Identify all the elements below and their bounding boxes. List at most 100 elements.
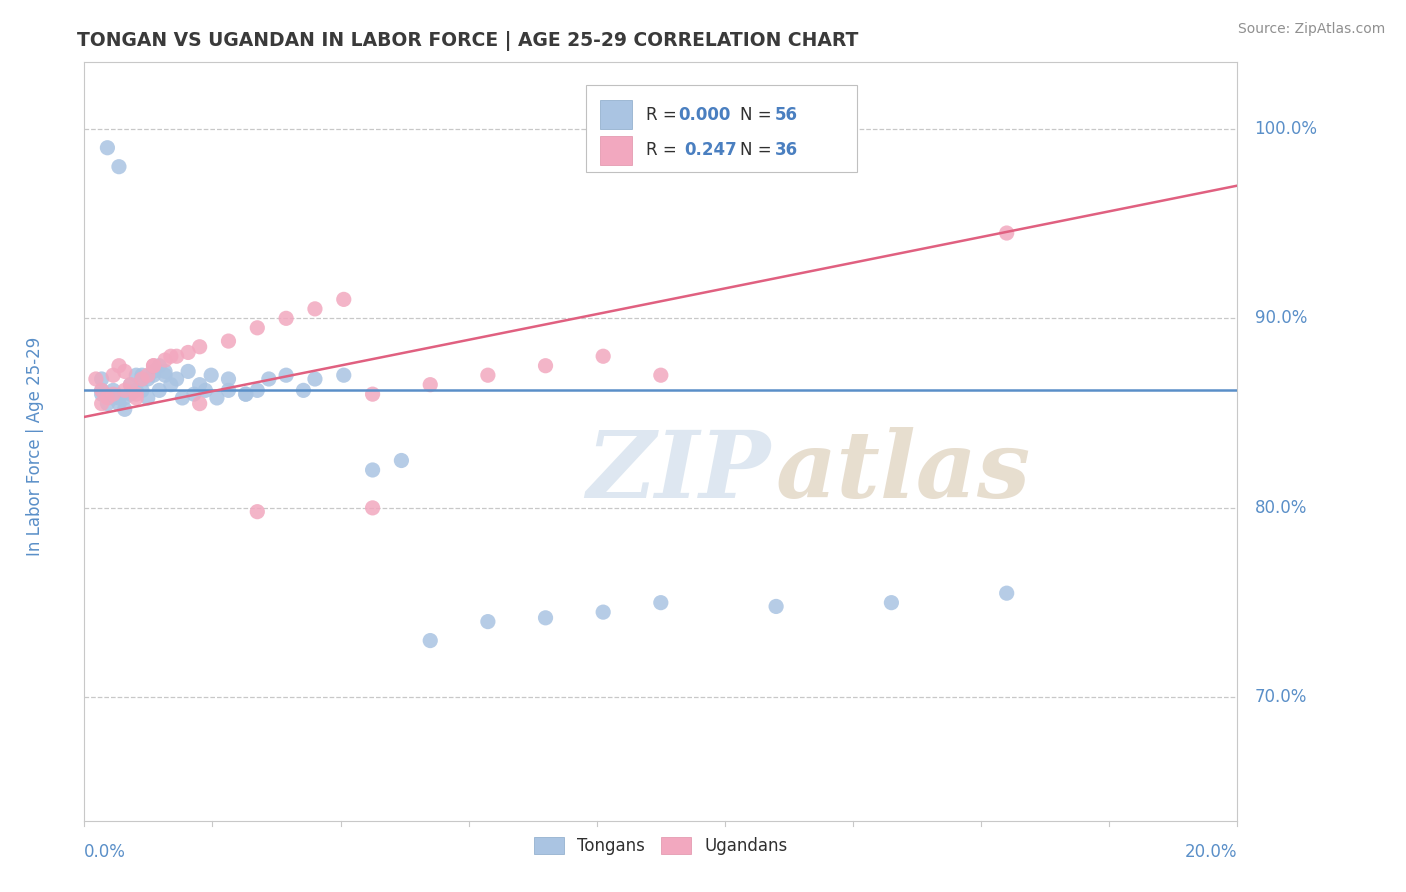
Point <box>592 605 614 619</box>
FancyBboxPatch shape <box>600 136 633 165</box>
Point <box>136 368 159 383</box>
Point <box>419 633 441 648</box>
Legend: Tongans, Ugandans: Tongans, Ugandans <box>527 830 794 862</box>
Point <box>90 372 112 386</box>
Text: TONGAN VS UGANDAN IN LABOR FORCE | AGE 25-29 CORRELATION CHART: TONGAN VS UGANDAN IN LABOR FORCE | AGE 2… <box>77 31 859 51</box>
Point <box>84 372 107 386</box>
Text: In Labor Force | Age 25-29: In Labor Force | Age 25-29 <box>27 336 44 556</box>
Point <box>131 372 153 386</box>
Text: 80.0%: 80.0% <box>1254 499 1308 516</box>
Point <box>333 293 356 307</box>
Text: Source: ZipAtlas.com: Source: ZipAtlas.com <box>1237 22 1385 37</box>
Point <box>125 384 148 398</box>
Point <box>333 368 356 383</box>
Point <box>103 387 124 401</box>
Point <box>90 397 112 411</box>
Point <box>120 377 142 392</box>
Point <box>90 387 112 401</box>
Point <box>108 359 131 373</box>
Point <box>96 391 118 405</box>
Point <box>166 349 188 363</box>
Point <box>108 391 131 405</box>
Point <box>142 359 165 373</box>
Point <box>477 615 499 629</box>
Point <box>276 368 298 383</box>
Text: R =: R = <box>645 142 688 160</box>
Point <box>205 391 228 405</box>
Text: 0.247: 0.247 <box>683 142 737 160</box>
Point <box>276 311 298 326</box>
Point <box>246 384 269 398</box>
Point <box>188 397 211 411</box>
Point <box>218 372 240 386</box>
Point <box>218 384 240 398</box>
Point <box>534 359 557 373</box>
Point <box>235 387 257 401</box>
Text: ZIP: ZIP <box>586 427 770 516</box>
Point <box>361 387 384 401</box>
FancyBboxPatch shape <box>600 101 633 129</box>
Point <box>995 226 1018 240</box>
Point <box>361 500 384 515</box>
Point <box>103 384 124 398</box>
Point <box>153 353 176 368</box>
Point <box>183 387 205 401</box>
Point <box>148 384 170 398</box>
Point <box>172 391 194 405</box>
Point <box>114 384 136 398</box>
FancyBboxPatch shape <box>586 85 856 172</box>
Point <box>292 384 315 398</box>
Point <box>136 391 159 405</box>
Point <box>246 505 269 519</box>
Point <box>148 359 170 373</box>
Point <box>361 463 384 477</box>
Point <box>125 391 148 405</box>
Point <box>880 596 903 610</box>
Point <box>200 368 222 383</box>
Point <box>218 334 240 348</box>
Point <box>142 368 165 383</box>
Point <box>114 391 136 405</box>
Text: 0.000: 0.000 <box>678 106 731 124</box>
Point <box>419 377 441 392</box>
Point <box>995 586 1018 600</box>
Point <box>142 359 165 373</box>
Point <box>131 368 153 383</box>
Point <box>246 320 269 334</box>
Point <box>114 364 136 378</box>
Point <box>131 372 153 386</box>
Point <box>650 596 672 610</box>
Point <box>142 364 165 378</box>
Point <box>153 368 176 383</box>
Point <box>90 384 112 398</box>
Point <box>125 368 148 383</box>
Point <box>103 391 124 405</box>
Text: N =: N = <box>741 106 778 124</box>
Point <box>177 364 200 378</box>
Point <box>235 387 257 401</box>
Point <box>765 599 787 614</box>
Point <box>188 377 211 392</box>
Text: 0.0%: 0.0% <box>84 844 127 862</box>
Text: R =: R = <box>645 106 682 124</box>
Point <box>96 141 118 155</box>
Point <box>108 397 131 411</box>
Point <box>108 160 131 174</box>
Point <box>120 377 142 392</box>
Point <box>114 402 136 417</box>
Point <box>650 368 672 383</box>
Point <box>304 372 326 386</box>
Point <box>90 384 112 398</box>
Point <box>120 387 142 401</box>
Text: 100.0%: 100.0% <box>1254 120 1317 137</box>
Text: 56: 56 <box>775 106 799 124</box>
Text: 36: 36 <box>775 142 799 160</box>
Point <box>477 368 499 383</box>
Text: 70.0%: 70.0% <box>1254 689 1308 706</box>
Point <box>592 349 614 363</box>
Point <box>136 372 159 386</box>
Point <box>304 301 326 316</box>
Point <box>131 384 153 398</box>
Text: 90.0%: 90.0% <box>1254 310 1308 327</box>
Point <box>391 453 413 467</box>
